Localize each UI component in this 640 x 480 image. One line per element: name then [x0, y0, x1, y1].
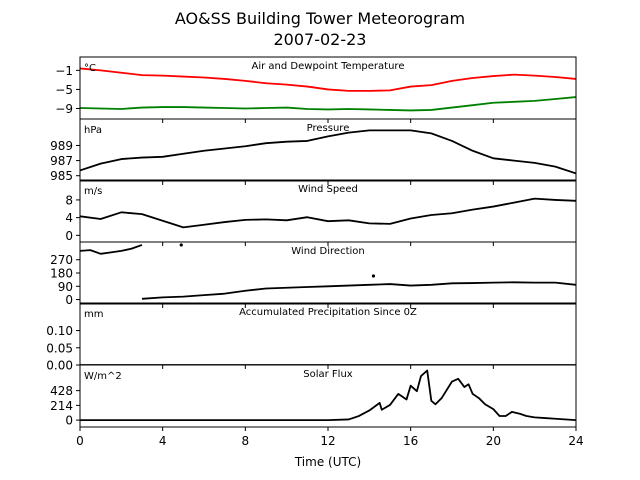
panel-title-pressure: Pressure [307, 123, 350, 134]
panel-title-solar: Solar Flux [303, 369, 353, 380]
data-point-wind_dir-1 [371, 274, 376, 278]
y-tick-label-pressure-1: 987 [50, 154, 73, 168]
x-axis: 0 4 8 12 16 20 24 [76, 434, 583, 448]
y-tick-label-wind_speed-1: 4 [65, 211, 73, 225]
panel-wind_speed: 8 4 0 Wind Speed m/s [65, 179, 577, 246]
x-tick-label-0: 0 [76, 434, 84, 448]
panel-unit-solar: W/m^2 [84, 371, 122, 382]
y-tick-label-solar-0: 428 [50, 384, 73, 398]
x-tick-label-4: 16 [403, 434, 418, 448]
panel-unit-precip: mm [84, 309, 103, 320]
panel-temp: −1 −5 −9 Air and Dewpoint Temperature °C [55, 56, 577, 123]
series-line-solar-0 [80, 369, 576, 422]
y-tick-label-temp-2: −9 [55, 102, 73, 116]
y-tick-label-solar-1: 214 [50, 399, 73, 413]
y-tick-label-temp-0: −1 [55, 64, 73, 78]
series-line-temp-1 [80, 96, 576, 112]
y-tick-label-solar-2: 0 [65, 414, 73, 428]
panel-unit-wind_speed: m/s [84, 186, 102, 197]
data-point-wind_dir-0 [179, 243, 183, 247]
y-tick-label-wind_speed-2: 0 [65, 229, 73, 243]
x-axis-label: Time (UTC) [294, 455, 361, 469]
x-tick-label-3: 12 [320, 434, 335, 448]
y-tick-label-pressure-0: 989 [50, 139, 73, 153]
x-tick-label-1: 4 [159, 434, 167, 448]
panel-title-wind_speed: Wind Speed [298, 184, 358, 195]
series-line-wind_dir-0 [80, 244, 143, 255]
series-line-wind_speed-0 [80, 197, 576, 229]
series-line-wind_dir-1 [141, 281, 576, 300]
x-tick-label-5: 20 [486, 434, 501, 448]
panel-unit-temp: °C [84, 63, 96, 74]
x-tick-label-2: 8 [242, 434, 250, 448]
y-tick-label-wind_dir-1: 180 [50, 267, 73, 281]
chart-title: AO&SS Building Tower Meteorogram [175, 9, 465, 28]
x-tick-label-6: 24 [568, 434, 583, 448]
panel-title-wind_dir: Wind Direction [291, 246, 365, 257]
series-line-pressure-0 [80, 129, 576, 175]
y-tick-label-precip-2: 0.00 [46, 359, 73, 373]
y-tick-label-wind_dir-2: 90 [58, 280, 73, 294]
y-tick-label-wind_dir-3: 0 [65, 293, 73, 307]
y-tick-label-pressure-2: 985 [50, 169, 73, 183]
panel-unit-pressure: hPa [84, 125, 102, 136]
y-tick-label-wind_speed-0: 8 [65, 193, 73, 207]
y-tick-label-precip-0: 0.10 [46, 324, 73, 338]
y-tick-label-precip-1: 0.05 [46, 341, 73, 355]
series-line-temp-0 [80, 67, 576, 92]
y-tick-label-temp-1: −5 [55, 83, 73, 97]
panel-title-precip: Accumulated Precipitation Since 0Z [239, 307, 417, 318]
chart-subtitle: 2007-02-23 [274, 30, 367, 49]
y-tick-label-wind_dir-0: 270 [50, 253, 73, 267]
panel-title-temp: Air and Dewpoint Temperature [252, 61, 405, 72]
panel-precip: 0.10 0.05 0.00 Accumulated Precipitation Si… [46, 302, 577, 373]
